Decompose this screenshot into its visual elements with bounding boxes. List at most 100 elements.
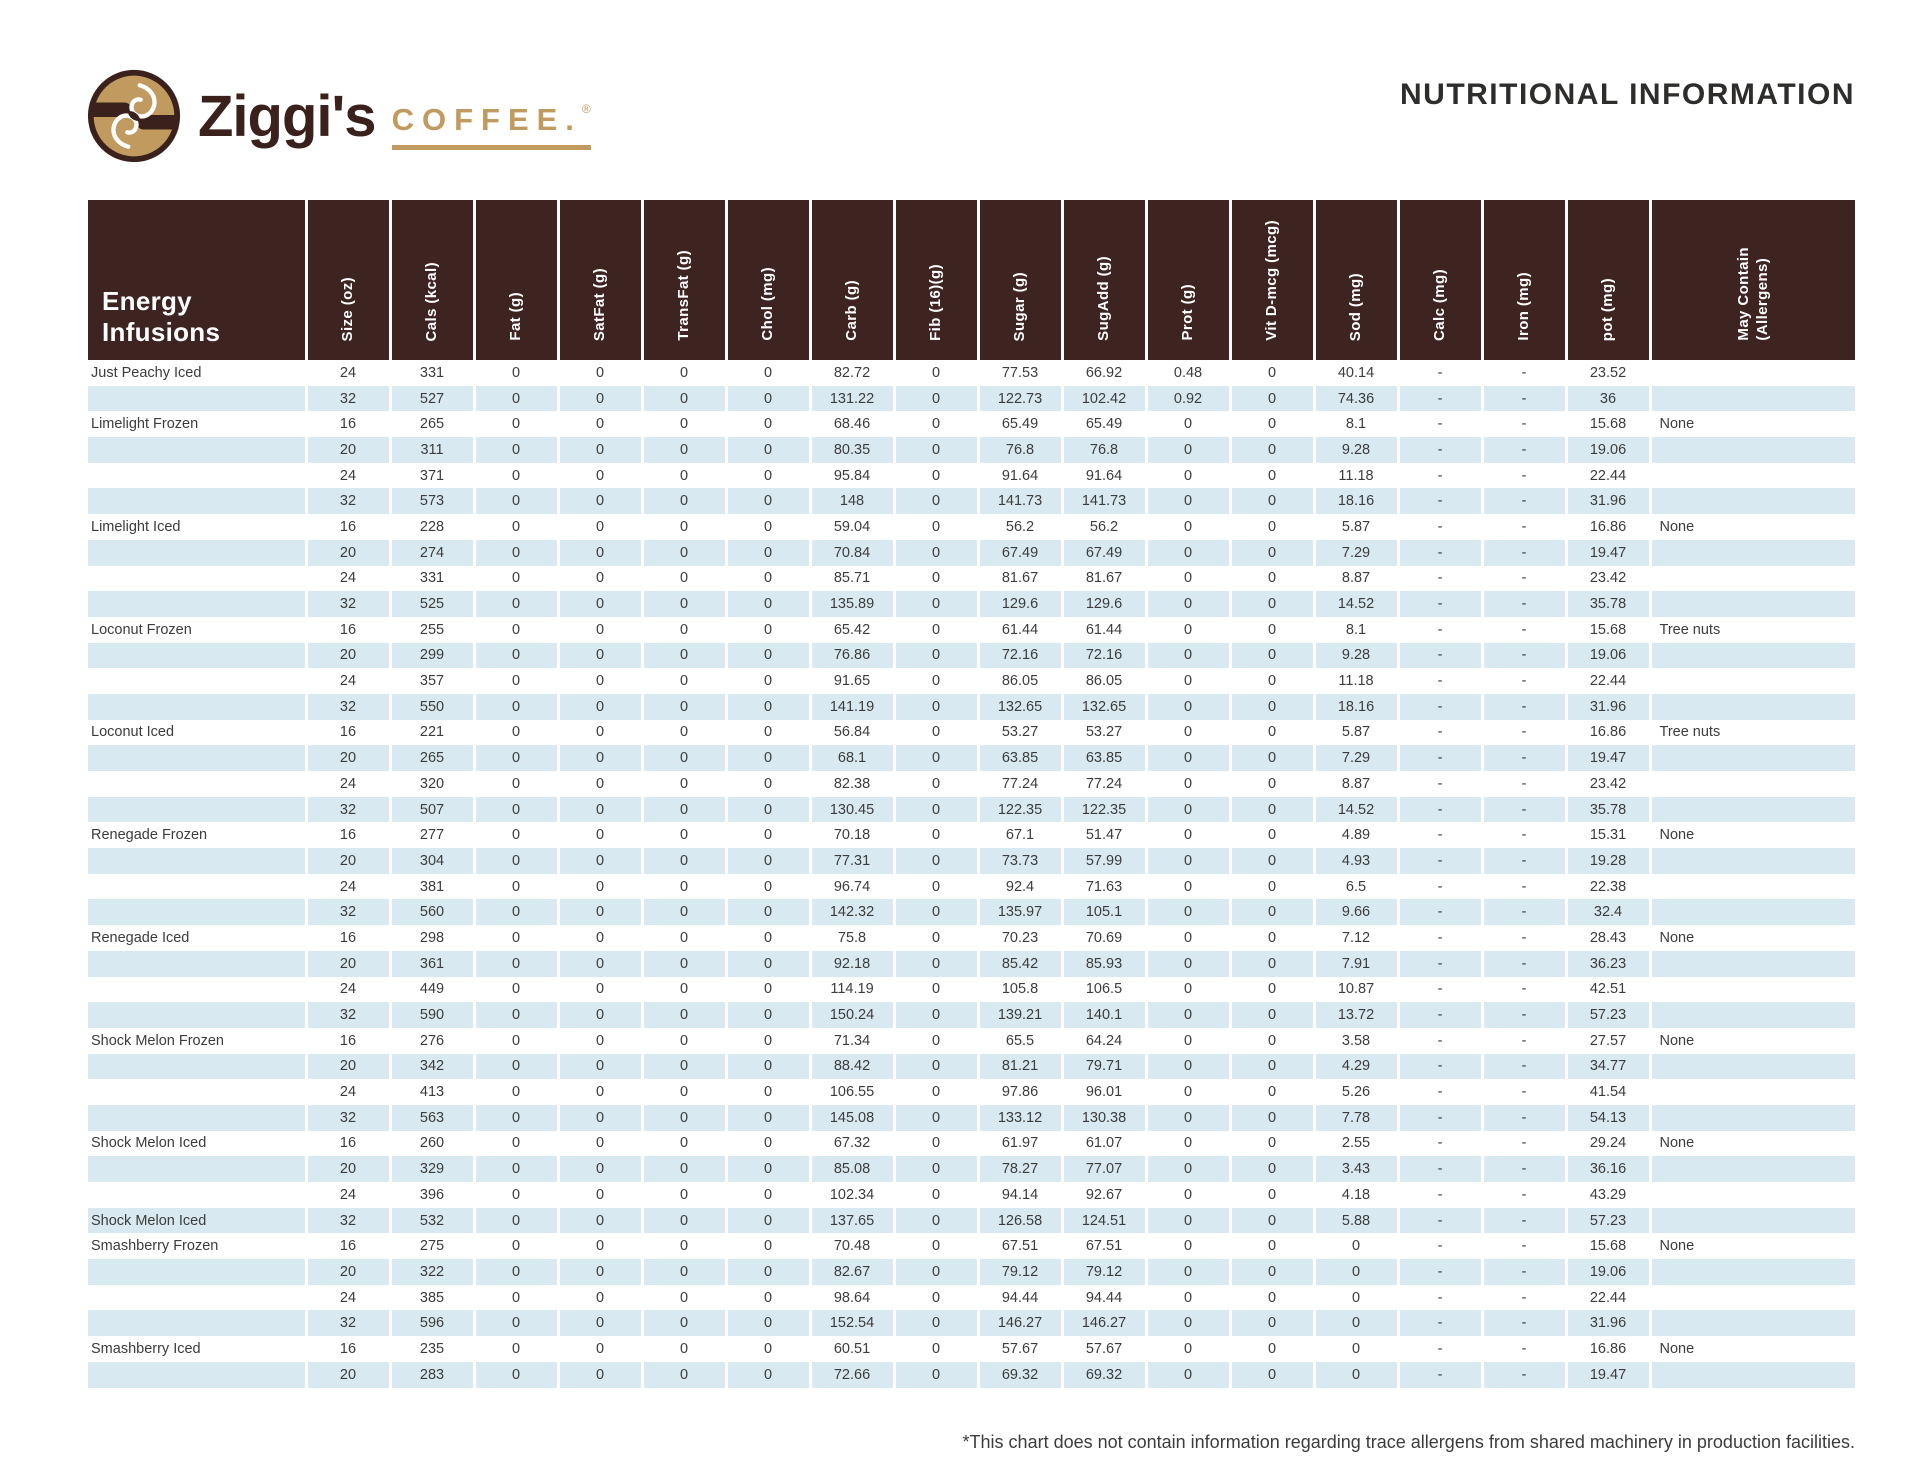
value-cell: 56.84 [808,719,894,746]
value-cell: 72.66 [808,1361,894,1388]
value-cell: 65.49 [976,411,1062,438]
product-name-cell [88,488,306,515]
column-header: Cals (kcal) [388,200,474,360]
table-row: 20 329 0 0 0 0 85.08 0 78.27 77.07 0 0 3.43- -36.16 [88,1156,1855,1182]
value-cell: - [1480,1002,1566,1028]
column-header-label: Sugar (g) [1010,271,1028,341]
value-cell: 0 [892,693,978,720]
value-cell: 75.8 [808,925,894,951]
value-cell: 507 [388,796,474,823]
value-cell: 0 [640,565,726,592]
value-cell: 81.67 [976,565,1062,592]
allergen-cell: None [1648,1130,1855,1157]
value-cell: 148 [808,488,894,515]
value-cell: 0 [556,668,642,694]
value-cell: 0 [892,565,978,592]
product-name-cell [88,539,306,566]
value-cell: 5.87 [1312,719,1398,746]
column-header: pot (mg) [1564,200,1650,360]
value-cell: 0 [472,950,558,977]
table-row: 24 320 0 0 0 0 82.38 0 77.24 77.24 0 0 8.87- -23.42 [88,771,1855,797]
value-cell: 0 [1144,693,1230,720]
value-cell: 0 [724,1259,810,1285]
allergen-cell [1648,796,1855,823]
table-row: 20 299 0 0 0 0 76.86 0 72.16 72.16 0 0 9.28- -19.06 [88,642,1855,669]
value-cell: 0 [556,976,642,1003]
value-cell: 63.85 [976,745,1062,771]
value-cell: - [1396,719,1482,746]
allergen-cell [1648,591,1855,617]
value-cell: 72.16 [976,642,1062,669]
value-cell: 20 [304,642,390,669]
value-cell: 0 [1228,642,1314,669]
value-cell: 40.14 [1312,360,1398,386]
value-cell: 0 [640,693,726,720]
value-cell: 20 [304,745,390,771]
value-cell: 5.87 [1312,514,1398,540]
column-header-label: Sod (mg) [1346,272,1364,341]
value-cell: - [1480,539,1566,566]
value-cell: 28.43 [1564,925,1650,951]
value-cell: 130.45 [808,796,894,823]
value-cell: 59.04 [808,514,894,540]
value-cell: - [1480,771,1566,797]
table-row: Limelight Iced 16 228 0 0 0 0 59.04 0 56.2 56.2 0 0 5… [88,514,1855,540]
value-cell: 124.51 [1060,1207,1146,1234]
value-cell: 66.92 [1060,360,1146,386]
value-cell: 0 [1144,539,1230,566]
value-cell: 260 [388,1130,474,1157]
value-cell: 0.92 [1144,385,1230,412]
value-cell: 150.24 [808,1002,894,1028]
value-cell: 0 [892,411,978,438]
product-name-cell [88,385,306,412]
allergen-cell [1648,848,1855,874]
column-header-label: TransFat (g) [674,250,692,341]
value-cell: - [1396,539,1482,566]
value-cell: - [1480,1259,1566,1285]
table-row: Smashberry Iced 16 235 0 0 0 0 60.51 0 57.67 57.67… [88,1336,1855,1362]
value-cell: 141.73 [1060,488,1146,515]
value-cell: 78.27 [976,1156,1062,1182]
value-cell: 0 [892,1182,978,1208]
value-cell: 16 [304,822,390,849]
value-cell: 0 [1144,771,1230,797]
value-cell: 10.87 [1312,976,1398,1003]
allergen-cell: Tree nuts [1648,616,1855,643]
value-cell: 36.16 [1564,1156,1650,1182]
table-row: Shock Melon Frozen 16 276 0 0 0 0 71.34 0 65.5 64.… [88,1027,1855,1054]
value-cell: 274 [388,539,474,566]
value-cell: 20 [304,1361,390,1388]
value-cell: 0 [724,796,810,823]
product-name-cell: Smashberry Iced [91,1340,201,1357]
value-cell: 0 [640,539,726,566]
value-cell: 381 [388,873,474,900]
value-cell: 0 [892,514,978,540]
value-cell: 0 [472,1002,558,1028]
value-cell: 14.52 [1312,591,1398,617]
value-cell: - [1480,899,1566,926]
allergen-cell [1648,1079,1855,1105]
value-cell: 96.74 [808,873,894,900]
value-cell: 0 [640,796,726,823]
value-cell: 16.86 [1564,1336,1650,1362]
value-cell: 0 [1144,642,1230,669]
value-cell: 371 [388,462,474,489]
value-cell: 61.97 [976,1130,1062,1157]
value-cell: 57.67 [1060,1336,1146,1362]
value-cell: 65.42 [808,616,894,643]
value-cell: 19.06 [1564,1259,1650,1285]
value-cell: 0 [724,745,810,771]
allergen-cell: None [1648,411,1855,438]
value-cell: 24 [304,462,390,489]
value-cell: 275 [388,1233,474,1260]
value-cell: - [1480,925,1566,951]
value-cell: 73.73 [976,848,1062,874]
value-cell: 91.64 [1060,462,1146,489]
value-cell: 0 [472,539,558,566]
value-cell: 132.65 [976,693,1062,720]
value-cell: 0 [472,1053,558,1080]
value-cell: - [1480,565,1566,592]
value-cell: 7.29 [1312,539,1398,566]
value-cell: 0 [1228,1027,1314,1054]
value-cell: 0 [556,745,642,771]
